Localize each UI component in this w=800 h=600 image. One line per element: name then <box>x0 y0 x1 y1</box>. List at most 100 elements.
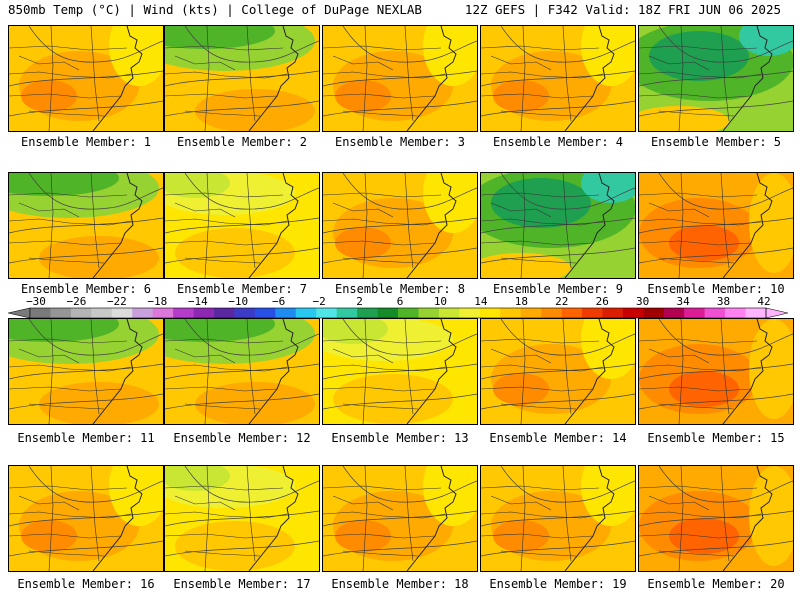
coastline <box>722 173 773 278</box>
colorbar-swatch <box>173 308 194 318</box>
temperature-region <box>649 31 749 81</box>
coastline <box>92 319 143 424</box>
height-contour <box>28 319 163 356</box>
height-contour <box>500 173 635 210</box>
colorbar-swatch <box>500 308 521 318</box>
height-contour <box>658 466 793 503</box>
state-border <box>48 173 54 278</box>
state-border <box>184 110 261 117</box>
coastline <box>92 173 143 278</box>
state-border <box>481 218 604 226</box>
state-border <box>165 338 284 344</box>
ensemble-member-map <box>164 465 320 572</box>
height-contour <box>342 466 477 503</box>
temperature-region <box>581 319 635 379</box>
height-contour <box>481 540 635 557</box>
ensemble-member-label: Ensemble Member: 20 <box>647 577 785 591</box>
temperature-field <box>481 319 635 424</box>
ensemble-member-map <box>164 318 320 425</box>
colorbar-swatch <box>479 308 501 318</box>
state-border <box>323 71 446 79</box>
state-border <box>658 403 735 410</box>
colorbar-swatch <box>602 308 624 318</box>
state-border <box>204 173 210 278</box>
state-border <box>323 533 436 539</box>
state-border <box>90 466 100 562</box>
height-contour <box>28 26 163 63</box>
state-border <box>48 319 54 424</box>
state-border <box>90 173 100 269</box>
height-contour <box>9 247 163 264</box>
temperature-region <box>581 466 635 526</box>
coastline <box>564 466 615 571</box>
ensemble-member-label: Ensemble Member: 7 <box>176 282 308 296</box>
state-border <box>165 192 284 198</box>
state-border <box>174 55 236 71</box>
state-border <box>639 45 758 51</box>
height-contour <box>184 319 319 356</box>
state-border <box>204 466 210 571</box>
temperature-region <box>333 374 453 424</box>
height-contour <box>165 393 319 410</box>
temperature-region <box>195 382 315 424</box>
height-contour <box>184 26 319 63</box>
ensemble-member-map <box>8 318 164 425</box>
ensemble-member-label: Ensemble Member: 1 <box>20 135 152 149</box>
height-contour <box>481 393 635 410</box>
temperature-field <box>639 173 793 278</box>
state-border <box>720 466 730 562</box>
colorbar-tick-label: −14 <box>187 295 208 308</box>
state-border <box>362 173 368 278</box>
height-contour <box>658 173 793 210</box>
state-border <box>165 240 278 246</box>
state-border <box>9 93 122 99</box>
temperature-region <box>335 520 391 552</box>
state-border <box>481 240 594 246</box>
ensemble-member-map <box>164 25 320 132</box>
state-border <box>342 110 419 117</box>
state-border <box>165 364 288 372</box>
state-border <box>9 240 122 246</box>
coastline <box>564 173 615 278</box>
colorbar-tick-label: −22 <box>106 295 127 308</box>
height-contour <box>323 70 477 87</box>
state-border <box>562 466 572 562</box>
temperature-region <box>749 319 793 419</box>
temperature-region <box>493 80 549 112</box>
height-contour <box>323 247 477 264</box>
height-contour <box>9 393 163 410</box>
temperature-region <box>423 466 477 526</box>
ensemble-member-label: Ensemble Member: 17 <box>173 577 311 591</box>
height-contour <box>481 363 635 380</box>
state-border <box>342 550 419 557</box>
state-border <box>481 511 604 519</box>
temperature-region <box>175 228 295 278</box>
state-border <box>520 466 526 571</box>
temperature-region <box>21 80 77 112</box>
state-border <box>9 45 128 51</box>
height-contour <box>9 70 163 87</box>
ensemble-member-label: Ensemble Member: 9 <box>492 282 624 296</box>
temperature-field <box>481 26 635 131</box>
state-border <box>639 240 752 246</box>
state-border <box>342 403 419 410</box>
state-border <box>520 173 526 278</box>
ensemble-member-label: Ensemble Member: 4 <box>492 135 624 149</box>
height-contour <box>323 393 477 410</box>
state-border <box>246 319 256 415</box>
temperature-region <box>165 466 230 491</box>
temperature-region <box>335 80 391 112</box>
state-border <box>165 533 278 539</box>
temperature-region <box>39 382 159 424</box>
colorbar-swatch <box>643 308 665 318</box>
state-border <box>404 173 414 269</box>
state-border <box>9 533 122 539</box>
temperature-field <box>165 26 319 131</box>
height-contour <box>9 100 163 117</box>
colorbar-tick-label: 18 <box>514 295 528 308</box>
state-border <box>9 338 128 344</box>
state-border <box>404 466 414 562</box>
temperature-field <box>639 319 793 424</box>
state-border <box>323 386 436 392</box>
colorbar-swatch <box>418 308 440 318</box>
